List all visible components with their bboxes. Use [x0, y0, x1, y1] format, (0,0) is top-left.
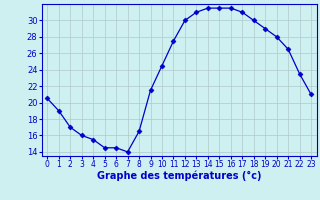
X-axis label: Graphe des températures (°c): Graphe des températures (°c) [97, 171, 261, 181]
